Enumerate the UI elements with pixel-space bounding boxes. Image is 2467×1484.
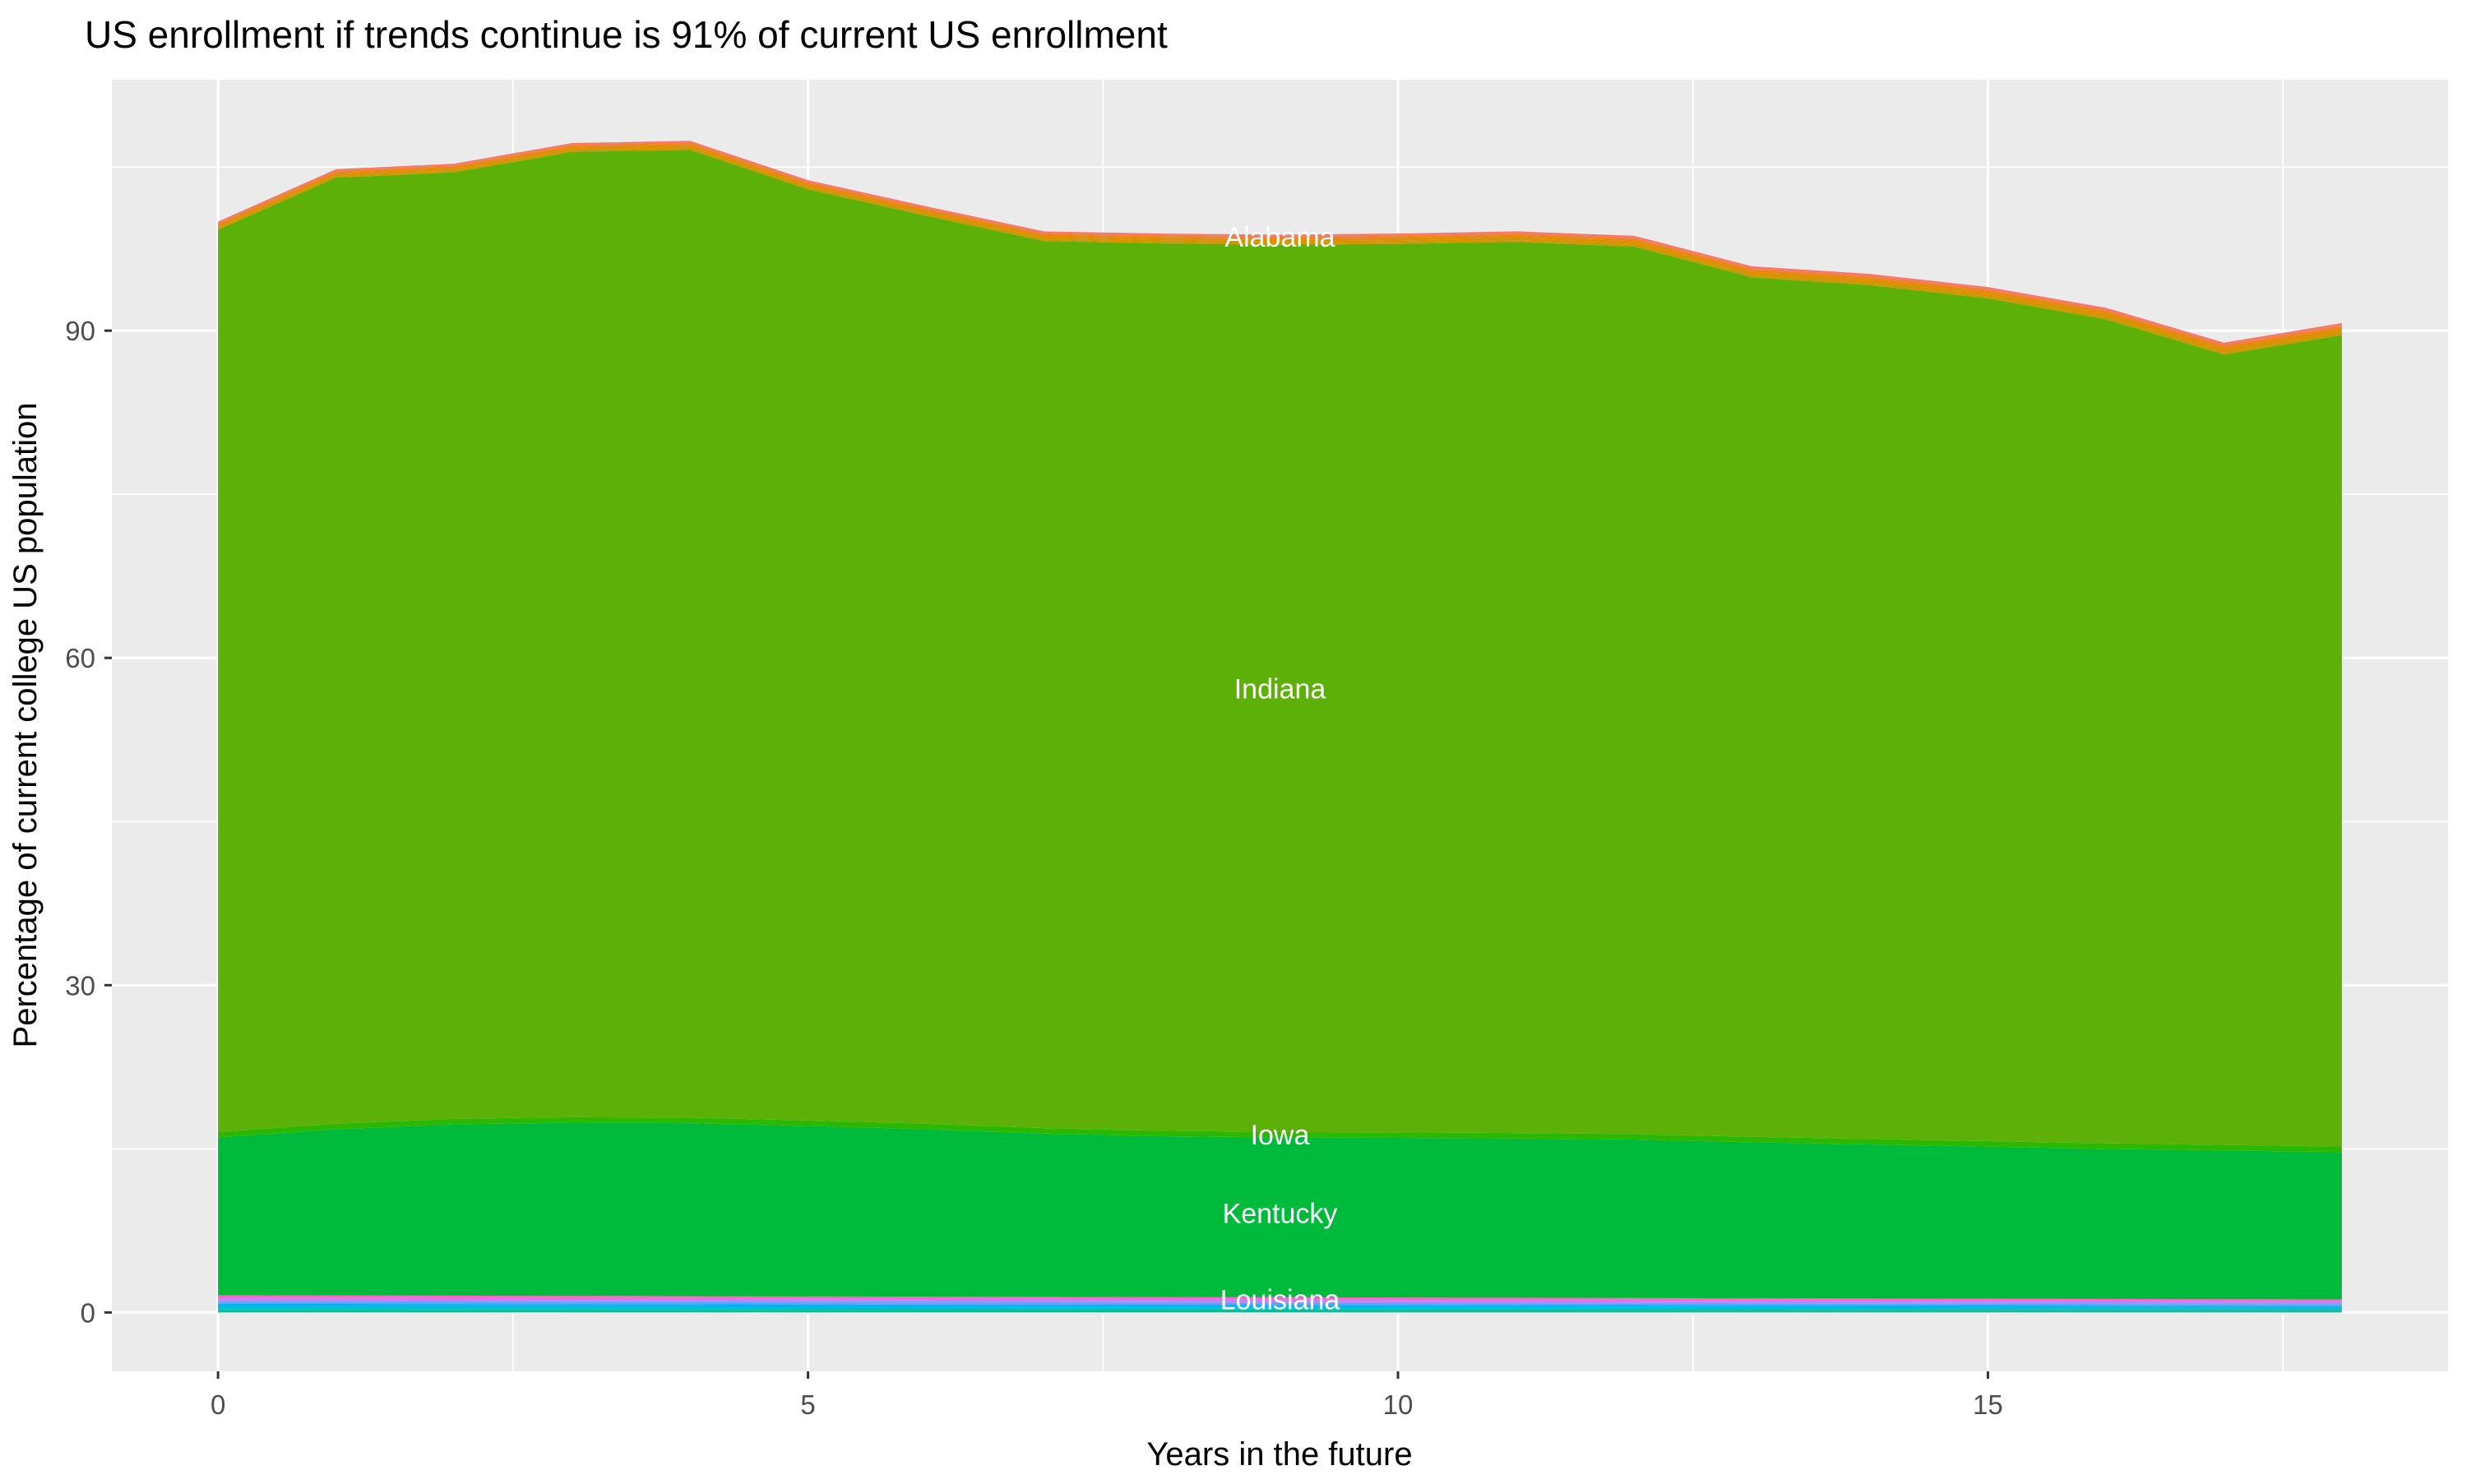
plot-title: US enrollment if trends continue is 91% … [85,13,1168,56]
y-tick-label: 90 [65,316,95,346]
x-tick-label: 10 [1383,1389,1414,1420]
y-tick-label: 30 [65,970,95,1001]
area-louisiana-group-stripe-2 [218,1306,2342,1310]
area-louisiana-group-stripe-3 [218,1303,2342,1308]
y-tick-label: 60 [65,643,95,673]
area-iowa [218,1116,2342,1153]
x-tick-label: 15 [1973,1389,2003,1420]
x-tick-label: 5 [800,1389,815,1420]
stacked-areas [218,141,2342,1313]
x-axis-title: Years in the future [1146,1436,1412,1472]
area-label-alabama: Alabama [1224,222,1335,253]
area-indiana [218,150,2342,1147]
area-louisiana-group-stripe-1 [218,1308,2342,1311]
axis-tick-labels: 0 5 10 15 0 30 60 90 [65,316,2002,1420]
area-louisiana-group-stripe-5 [218,1299,2342,1305]
area-label-louisiana: Louisiana [1220,1284,1340,1315]
area-louisiana-group-stripe-4 [218,1301,2342,1306]
area-louisiana-group-stripe-7 [218,1295,2342,1301]
area-label-indiana: Indiana [1234,673,1326,705]
area-kentucky [218,1122,2342,1300]
area-label-iowa: Iowa [1251,1120,1310,1151]
y-axis-title: Percentage of current college US populat… [7,403,44,1048]
area-louisiana-group-stripe-0 [218,1310,2342,1313]
y-tick-label: 0 [81,1297,95,1328]
area-louisiana-group-stripe-6 [218,1297,2342,1303]
axis-tick-marks [104,329,1989,1379]
area-label-kentucky: Kentucky [1223,1199,1338,1230]
x-tick-label: 0 [211,1389,225,1420]
state-area-labels: Alabama Indiana Iowa Kentucky Louisiana [1220,222,1340,1315]
